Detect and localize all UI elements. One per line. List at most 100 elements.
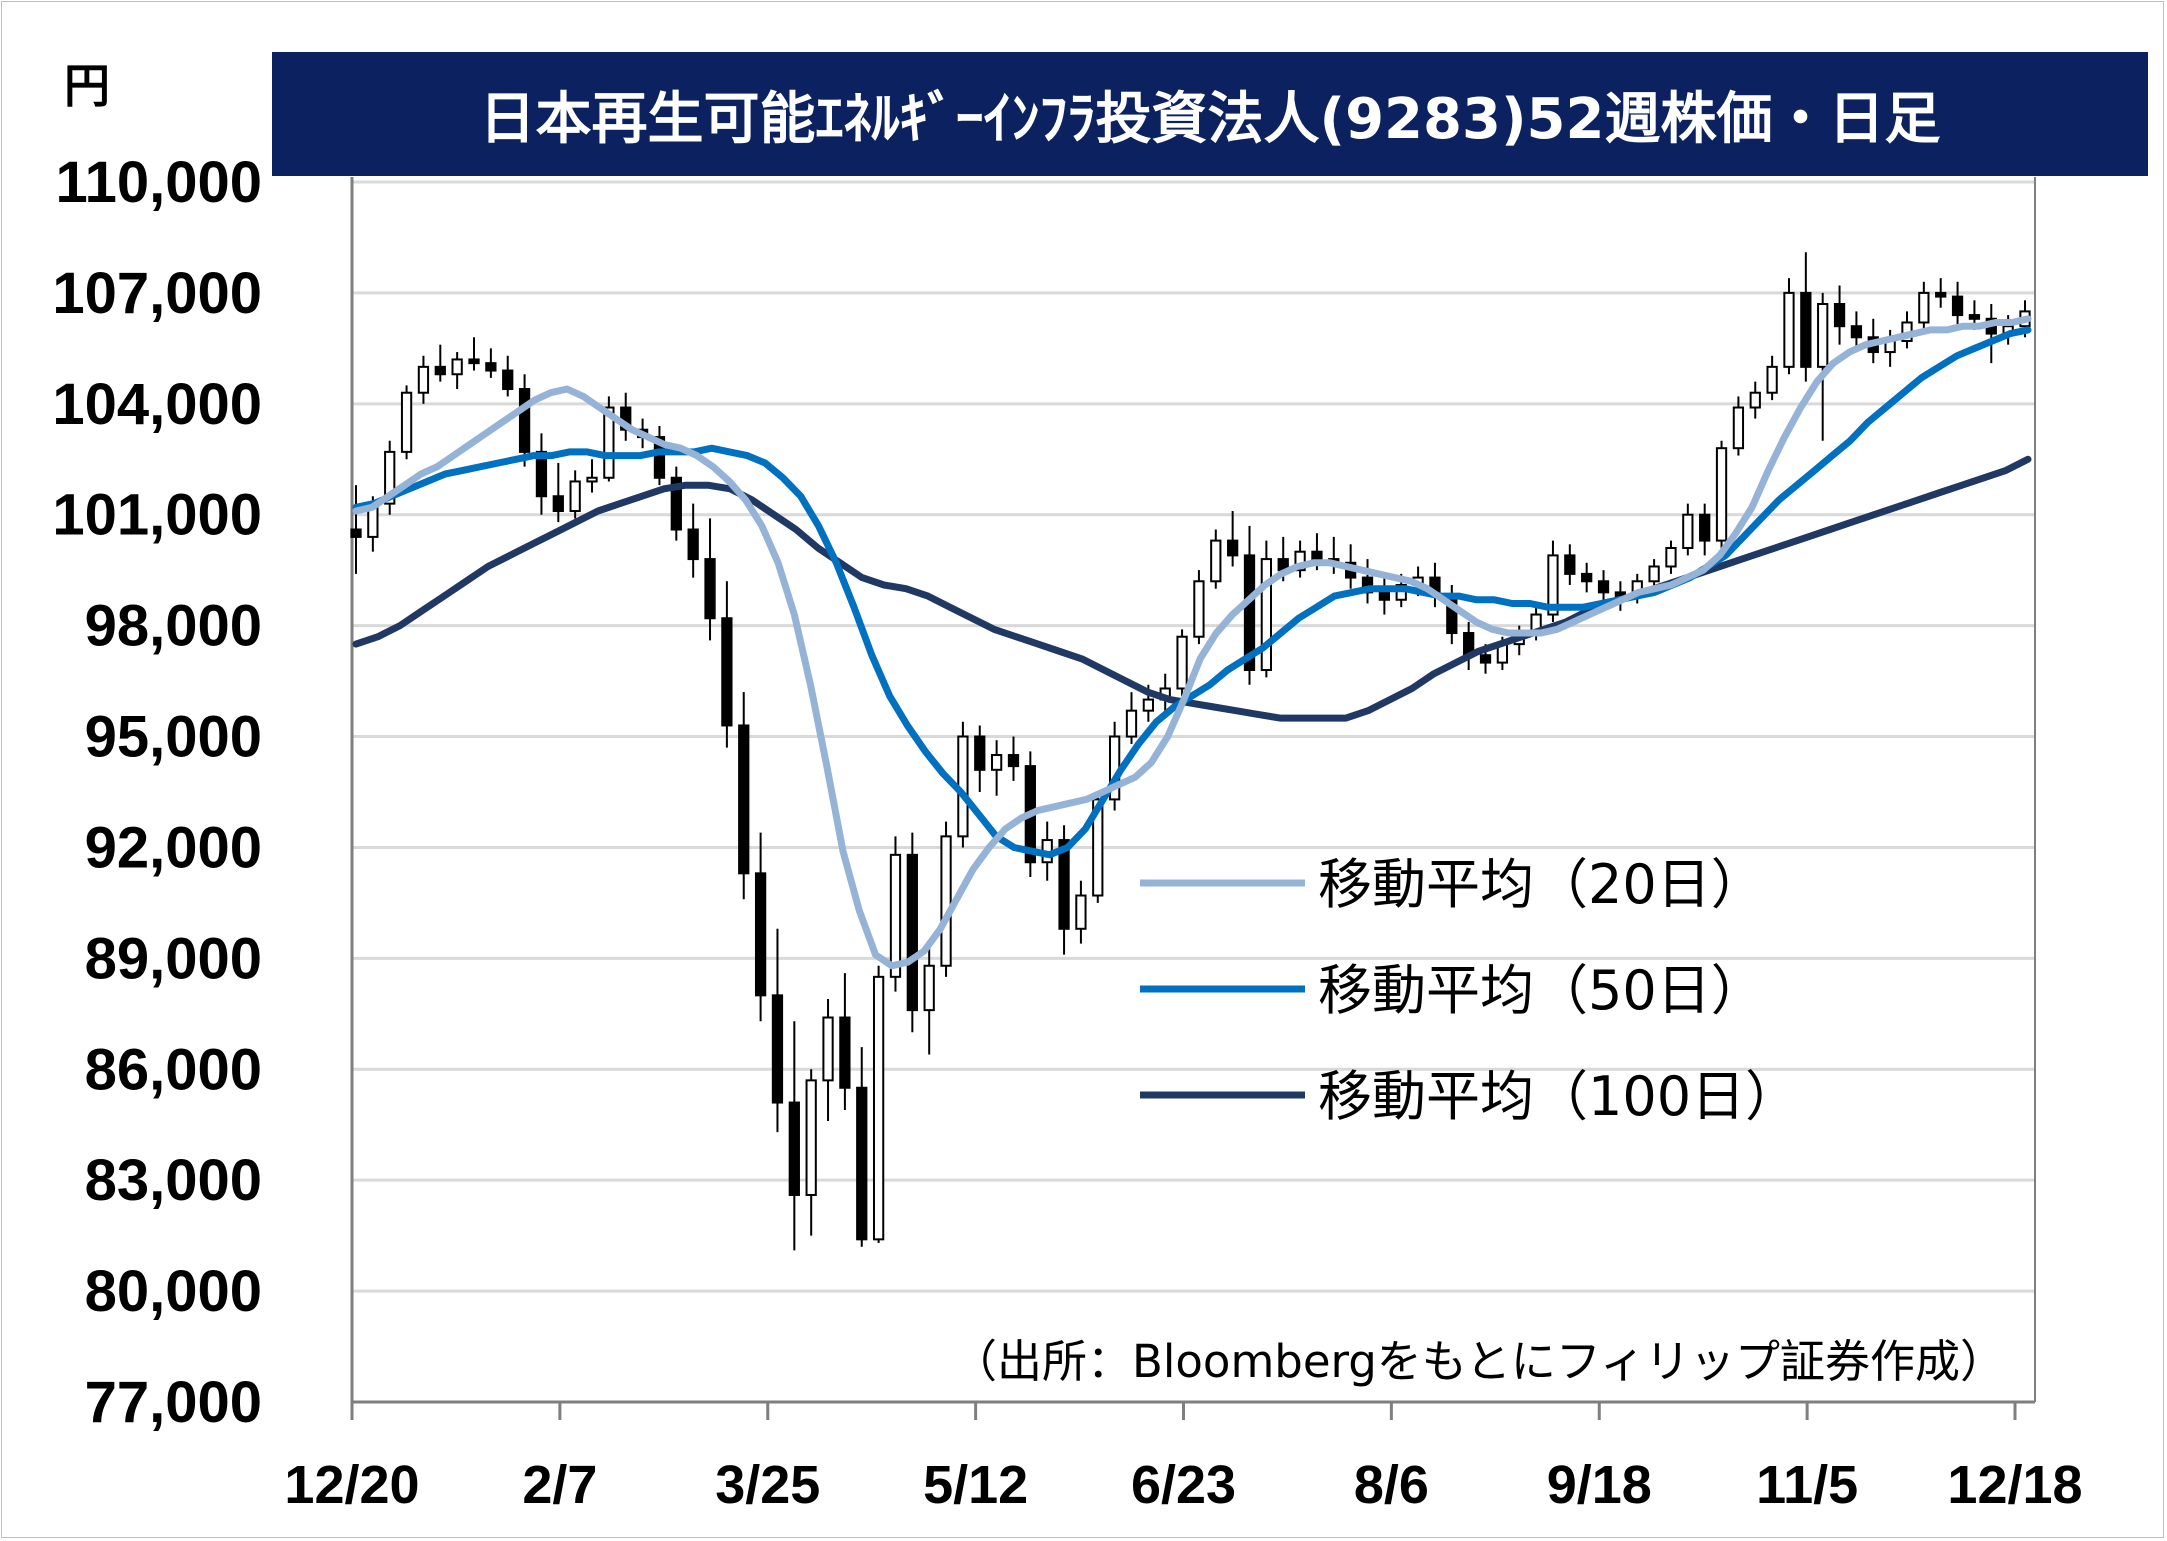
y-tick-label: 77,000 [85, 1370, 262, 1435]
candle [620, 392, 632, 441]
candle [856, 1047, 868, 1247]
candle [1597, 570, 1610, 604]
candle-body [1058, 839, 1070, 930]
candle [1985, 304, 1997, 364]
candle-body [822, 1016, 834, 1082]
moving-average-lines [352, 315, 2032, 970]
candle-body [1378, 591, 1391, 601]
candle [1699, 503, 1711, 556]
candle [1800, 252, 1812, 382]
candle [586, 459, 598, 493]
candle-body [1193, 580, 1205, 638]
candle [1581, 562, 1593, 593]
candle-body [1260, 558, 1272, 671]
candle-body [1951, 295, 1964, 317]
candle-body [687, 528, 699, 561]
x-tick-label: 8/6 [1354, 1455, 1429, 1515]
candle [1732, 396, 1745, 456]
candle-body [1092, 798, 1104, 897]
candle [940, 821, 952, 977]
x-tick-label: 12/20 [284, 1455, 419, 1515]
legend-label-1: 移動平均（50日） [1318, 959, 1765, 1022]
candle [1564, 544, 1576, 585]
candle [417, 355, 430, 404]
candle [1817, 292, 1829, 441]
candle-body [704, 558, 716, 620]
candle [704, 518, 716, 641]
candle-body [1817, 303, 1829, 368]
candle [1833, 285, 1846, 345]
candle [1463, 621, 1475, 670]
candle-body [1294, 550, 1306, 572]
candle [1125, 692, 1138, 744]
x-tick-label: 3/25 [715, 1455, 820, 1515]
candle-body [940, 835, 952, 967]
candle-body [1918, 291, 1930, 324]
candle [805, 1069, 817, 1236]
candle-body [451, 358, 463, 376]
candle-body [603, 406, 615, 479]
axes [350, 177, 2036, 1420]
candle-body [1968, 314, 1981, 320]
candle-body [1227, 539, 1239, 557]
grid-lines [352, 180, 2035, 1293]
y-tick-label: 101,000 [52, 483, 262, 548]
ma-line-1 [352, 326, 2032, 859]
candle-body [1564, 554, 1576, 575]
candle [400, 385, 413, 460]
y-tick-label: 98,000 [85, 594, 262, 659]
y-tick-label: 83,000 [85, 1148, 262, 1213]
y-tick-label: 92,000 [85, 815, 262, 880]
candle [1749, 381, 1761, 419]
candle [771, 928, 784, 1133]
y-tick-label: 107,000 [52, 261, 262, 326]
candle [1294, 540, 1306, 578]
candle-body [552, 495, 564, 513]
candle-body [754, 872, 767, 997]
candle [502, 355, 514, 397]
candle-body [906, 853, 918, 1012]
candle-body [1682, 513, 1694, 550]
candle-body [805, 1079, 817, 1196]
ma-line-0 [352, 315, 2032, 970]
candle-body [1007, 754, 1020, 768]
candle-body [384, 450, 396, 505]
legend-label-0: 移動平均（20日） [1318, 853, 1765, 916]
candle-body [1597, 580, 1610, 594]
candle [1429, 562, 1441, 608]
candle-body [1783, 291, 1795, 368]
candle-body [721, 617, 733, 727]
candle [1075, 880, 1087, 944]
candle-body [670, 476, 682, 531]
candle [1935, 278, 1947, 308]
candle-body [502, 369, 514, 391]
candle-body [872, 975, 885, 1241]
candle-body [417, 365, 430, 394]
candle-body [1547, 554, 1559, 616]
candle [1901, 311, 1913, 349]
candle-body [1699, 513, 1711, 542]
candle [1210, 529, 1222, 589]
candle-body [1648, 565, 1660, 583]
candle-body [1125, 709, 1138, 738]
candle [552, 462, 564, 523]
candle [1766, 355, 1778, 401]
candle-body [889, 853, 902, 978]
candle-body [1833, 303, 1846, 328]
legend-label-2: 移動平均（100日） [1318, 1065, 1799, 1128]
candle-body [974, 735, 986, 771]
candle [384, 440, 396, 515]
candle-body [839, 1016, 851, 1089]
candle-body [771, 994, 784, 1104]
candle-body [1749, 391, 1761, 409]
y-tick-label: 104,000 [52, 372, 262, 437]
candle-body [1479, 654, 1492, 664]
candle-body [1176, 635, 1188, 690]
candle-body [738, 724, 750, 875]
candle [535, 433, 548, 515]
candle [1361, 559, 1374, 604]
candle [822, 999, 834, 1122]
candle-body [1715, 447, 1728, 542]
candle [1951, 281, 1964, 327]
